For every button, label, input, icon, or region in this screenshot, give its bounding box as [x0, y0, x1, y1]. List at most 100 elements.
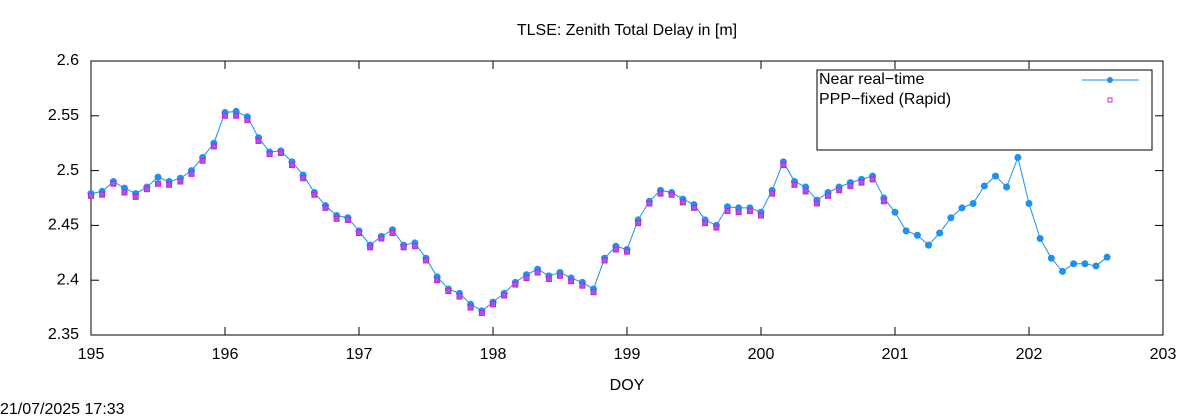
x-axis-label: DOY	[610, 377, 645, 394]
point	[512, 281, 519, 288]
point	[199, 157, 206, 164]
point	[210, 143, 217, 150]
point	[624, 248, 630, 255]
x-tick-label: 196	[212, 346, 239, 363]
point	[746, 208, 753, 215]
point	[423, 257, 429, 264]
point	[378, 235, 385, 242]
point	[277, 150, 284, 157]
point	[177, 178, 184, 185]
point	[389, 230, 396, 237]
point	[523, 275, 530, 282]
point	[121, 189, 128, 196]
point	[534, 269, 541, 276]
point	[154, 173, 162, 181]
point	[132, 193, 139, 200]
x-tick-label: 202	[1016, 346, 1043, 363]
point	[1025, 199, 1033, 207]
point	[88, 192, 94, 199]
point	[166, 181, 173, 188]
point	[434, 277, 441, 284]
point	[724, 208, 731, 215]
point	[445, 288, 452, 295]
y-tick-label: 2.45	[48, 217, 79, 234]
point	[992, 172, 999, 180]
point	[646, 200, 653, 207]
point	[612, 246, 619, 253]
point	[545, 276, 552, 283]
point	[1047, 254, 1055, 262]
point	[244, 117, 251, 124]
legend-label: Near real−time	[819, 71, 924, 88]
point	[713, 224, 720, 231]
y-tick-label: 2.55	[48, 107, 79, 124]
legend-label: PPP−fixed (Rapid)	[819, 91, 951, 108]
point	[590, 289, 597, 296]
point	[490, 301, 496, 308]
x-tick-label: 199	[614, 346, 641, 363]
x-tick-label: 200	[748, 346, 775, 363]
point	[266, 151, 273, 158]
point	[1003, 183, 1011, 191]
point	[333, 215, 340, 222]
point	[836, 187, 843, 194]
point	[1059, 267, 1066, 275]
point	[936, 229, 944, 237]
point	[579, 282, 586, 289]
y-tick-label: 2.35	[48, 326, 79, 343]
point	[557, 272, 563, 279]
point	[925, 241, 932, 249]
point	[456, 293, 463, 300]
point	[99, 191, 106, 198]
legend-marker	[1107, 77, 1113, 83]
point	[847, 182, 854, 189]
x-tick-label: 198	[480, 346, 507, 363]
point	[311, 191, 318, 198]
legend-marker	[1107, 97, 1113, 103]
point	[1036, 235, 1044, 243]
point	[411, 243, 418, 250]
point	[501, 292, 508, 299]
point	[322, 204, 329, 211]
point	[958, 204, 966, 212]
point	[110, 180, 117, 187]
point	[791, 181, 798, 188]
point	[155, 180, 161, 187]
point	[813, 200, 820, 207]
point	[735, 209, 742, 216]
point	[947, 214, 955, 222]
y-tick-label: 2.4	[57, 271, 79, 288]
x-tick-label: 195	[78, 346, 105, 363]
point	[1070, 260, 1078, 268]
y-tick-label: 2.5	[57, 162, 79, 179]
point	[601, 257, 608, 264]
legend-box	[816, 69, 1153, 151]
point	[668, 191, 675, 198]
point	[300, 175, 307, 182]
point	[188, 170, 195, 177]
point	[356, 230, 362, 237]
point	[233, 112, 240, 119]
point	[780, 162, 787, 169]
point	[635, 220, 642, 227]
point	[858, 179, 865, 186]
point	[143, 186, 150, 193]
point	[880, 198, 887, 205]
point	[825, 192, 831, 199]
point	[400, 244, 407, 251]
point	[902, 227, 910, 235]
point	[913, 231, 921, 239]
point	[869, 176, 876, 183]
point	[769, 190, 776, 197]
point	[222, 112, 228, 119]
point	[1092, 262, 1100, 270]
point	[478, 310, 485, 317]
point	[367, 244, 374, 251]
point	[702, 220, 709, 227]
point	[657, 190, 664, 197]
point	[679, 199, 686, 206]
x-tick-label: 201	[882, 346, 909, 363]
point	[969, 199, 977, 207]
timestamp: 21/07/2025 17:33	[0, 401, 125, 418]
